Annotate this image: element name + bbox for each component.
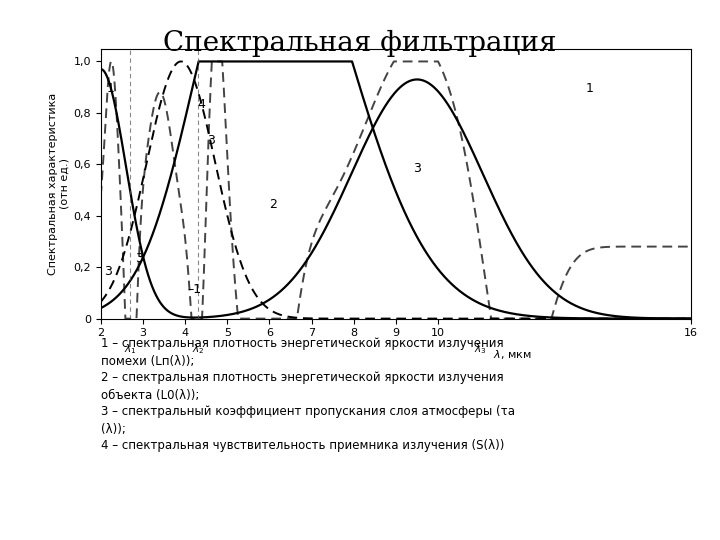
Text: 3: 3 xyxy=(104,265,112,278)
Y-axis label: Спектральная характеристика
(отн ед.): Спектральная характеристика (отн ед.) xyxy=(48,92,69,275)
Text: 4: 4 xyxy=(198,98,206,111)
Text: 3: 3 xyxy=(413,162,420,175)
Text: $\lambda_3$: $\lambda_3$ xyxy=(474,342,487,355)
Text: 1: 1 xyxy=(107,82,115,96)
Text: 3: 3 xyxy=(207,134,215,147)
Text: Спектральная фильтрация: Спектральная фильтрация xyxy=(163,30,557,57)
Text: 1 – спектральная плотность энергетической яркости излучения
помехи (Lп(λ));
2 – : 1 – спектральная плотность энергетическо… xyxy=(101,338,515,453)
Text: 2: 2 xyxy=(269,198,277,211)
Text: $\lambda_1$: $\lambda_1$ xyxy=(124,342,137,355)
Text: 3: 3 xyxy=(135,252,143,265)
Text: 1: 1 xyxy=(586,82,594,96)
Text: $\lambda$, мкм: $\lambda$, мкм xyxy=(493,348,531,361)
Text: $\lambda_2$: $\lambda_2$ xyxy=(192,342,204,355)
Text: –1: –1 xyxy=(187,283,202,296)
